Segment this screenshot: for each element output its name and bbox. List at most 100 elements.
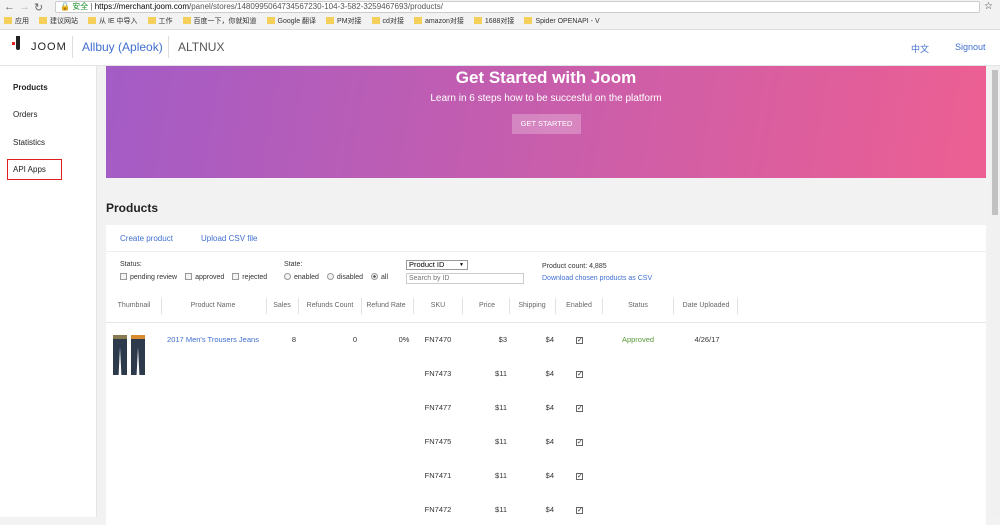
disabled-radio[interactable]: disabled [326,273,363,281]
date-uploaded: 4/26/17 [694,335,720,344]
folder-icon [473,17,482,24]
column-header[interactable]: Refund Rate [366,302,406,309]
variant-price: $11 [495,505,507,514]
sales-value: 8 [291,335,297,344]
column-header[interactable]: Sales [273,302,291,309]
enabled-checkbox[interactable]: ✓ [576,405,583,412]
search-input[interactable] [406,273,524,284]
column-divider [298,298,299,314]
product-name-link[interactable]: 2017 Men's Trousers Jeans [167,335,259,344]
folder-icon [147,17,156,24]
search-type-select[interactable]: Product ID ▼ [406,260,468,270]
all-radio[interactable]: all [371,273,388,281]
scrollbar[interactable] [990,66,1000,517]
enabled-checkbox[interactable]: ✓ [576,473,583,480]
status-filters: pending review approved rejected [120,273,267,281]
bookmark-item[interactable]: 1688对接 [473,15,514,28]
column-header[interactable]: Product Name [190,302,236,309]
bookmark-item[interactable]: 从 IE 中导入 [88,15,138,28]
product-thumbnail[interactable] [113,335,153,375]
enabled-checkbox[interactable]: ✓ [576,507,583,514]
variant-sku: FN7470 [424,335,452,344]
variant-shipping: $4 [545,403,554,412]
column-header[interactable]: Shipping [518,302,546,309]
bookmark-item[interactable]: Google 翻译 [266,15,316,28]
column-divider [509,298,510,314]
column-divider [602,298,603,314]
column-header[interactable]: Thumbnail [117,302,151,309]
bookmark-item[interactable]: 工作 [147,15,173,28]
column-header[interactable]: Refunds Count [306,302,354,309]
variant-sku: FN7473 [424,369,452,378]
banner-title: Get Started with Joom [455,68,637,87]
column-divider [673,298,674,314]
folder-icon [413,17,422,24]
folder-icon [266,17,275,24]
address-bar[interactable]: 🔒 安全 | https://merchant.joom.com/panel/s… [55,1,980,13]
column-header[interactable]: Date Uploaded [682,302,730,309]
get-started-banner: Get Started with Joom Learn in 6 steps h… [106,66,986,178]
enabled-checkbox[interactable]: ✓ [576,371,583,378]
bookmark-item[interactable]: Spider OPENAPI - V [524,15,600,28]
column-divider [413,298,414,314]
variant-shipping: $4 [545,505,554,514]
refund-rate-value: 0% [398,335,410,344]
signout-link[interactable]: Signout [955,42,986,52]
variant-price: $11 [495,437,507,446]
logo-dot [12,42,15,45]
bookmark-item[interactable]: PM对接 [326,15,362,28]
enabled-checkbox[interactable]: ✓ [576,439,583,446]
reload-icon[interactable]: ↻ [34,2,44,14]
column-divider [161,298,162,314]
variant-price: $11 [495,369,507,378]
lock-icon: 🔒 [60,2,70,11]
variant-shipping: $4 [545,471,554,480]
enabled-radio[interactable]: enabled [284,273,319,281]
product-count: Product count: 4,885 [542,263,607,270]
download-csv-link[interactable]: Download chosen products as CSV [542,275,653,282]
column-header[interactable]: Enabled [566,302,592,309]
sidebar-item-statistics[interactable]: Statistics [13,138,46,147]
column-divider [462,298,463,314]
variant-price: $11 [495,403,507,412]
star-icon[interactable]: ☆ [984,1,993,12]
get-started-button[interactable]: GET STARTED [512,114,581,134]
sidebar-item-products[interactable]: Products [13,83,48,92]
column-header[interactable]: SKU [430,302,446,309]
sidebar-item-api-apps[interactable]: API Apps [13,165,46,174]
folder-icon [524,17,533,24]
language-link[interactable]: 中文 [911,44,930,54]
bookmark-item[interactable]: 应用 [4,15,29,28]
forward-icon[interactable]: → [19,1,30,13]
refunds-value: 0 [352,335,358,344]
back-icon[interactable]: ← [4,1,15,13]
variant-shipping: $4 [545,369,554,378]
store-link[interactable]: Allbuy (Apleok) [82,40,163,54]
upload-csv-link[interactable]: Upload CSV file [201,234,258,243]
column-divider [361,298,362,314]
approved-checkbox[interactable]: approved [185,273,224,281]
folder-icon [371,17,380,24]
variant-price: $11 [495,471,507,480]
folder-icon [39,17,47,24]
logo-icon [16,36,20,50]
bookmark-item[interactable]: 建议网站 [39,15,78,28]
create-product-link[interactable]: Create product [120,234,173,243]
bookmark-item[interactable]: 百度一下，你就知道 [182,15,257,28]
top-header: JOOM Allbuy (Apleok) ALTNUX 中文 Signout [0,30,1000,66]
bookmark-item[interactable]: cd对接 [371,15,404,28]
variant-sku: FN7471 [424,471,452,480]
pending-review-checkbox[interactable]: pending review [120,273,177,281]
products-card [106,225,986,525]
bookmark-item[interactable]: amazon对接 [413,15,464,28]
rejected-checkbox[interactable]: rejected [232,273,267,281]
highlight-box [7,159,62,180]
variant-price: $3 [498,335,507,344]
variant-sku: FN7477 [424,403,452,412]
sidebar-item-orders[interactable]: Orders [13,110,38,119]
column-header[interactable]: Price [479,302,495,309]
folder-icon [182,17,191,24]
column-divider [266,298,267,314]
enabled-checkbox[interactable]: ✓ [576,337,583,344]
column-header[interactable]: Status [628,302,648,309]
